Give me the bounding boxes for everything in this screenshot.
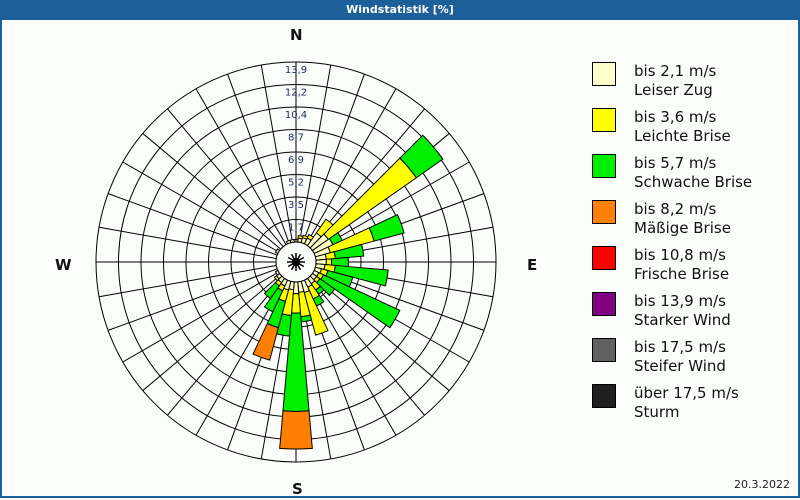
compass-west-label: W (55, 256, 72, 274)
compass-north-label: N (290, 26, 303, 44)
wind-sector-wedge (273, 275, 280, 282)
grid-spoke (305, 279, 397, 436)
wind-sector-wedge (263, 287, 284, 313)
wind-sector-wedge (368, 214, 405, 242)
wind-sector-wedge (263, 281, 281, 300)
legend-swatch-icon (592, 338, 616, 362)
grid-spoke (107, 268, 278, 331)
wind-sector-wedge (320, 274, 401, 329)
grid-spoke (298, 64, 332, 243)
legend-range: bis 3,6 m/s (634, 108, 717, 126)
radial-tick-label: 5,2 (288, 178, 304, 189)
legend-label: Leiser Zug (634, 81, 713, 99)
radial-tick-label: 12,2 (285, 88, 307, 99)
legend-swatch-icon (592, 246, 616, 270)
wind-sector-wedge (325, 258, 333, 266)
wind-rose-chart: 1,7 3,5 5,2 6,9 8,7 10,4 12,2 13,9 (95, 61, 497, 463)
grid-spoke (308, 276, 425, 416)
grid-spoke (310, 274, 450, 391)
radial-tick-label: 1,7 (288, 223, 304, 234)
grid-spoke (260, 64, 294, 243)
legend-range: bis 10,8 m/s (634, 246, 726, 264)
radial-tick-label: 13,9 (285, 65, 307, 76)
grid-spoke (122, 161, 279, 253)
compass-east-label: E (527, 256, 538, 274)
legend-swatch-icon (592, 384, 616, 408)
radial-tick-label: 3,5 (288, 200, 304, 211)
window-title: Windstatistik [%] (346, 3, 454, 16)
wind-sector-wedge (300, 314, 313, 323)
grid-spoke (305, 88, 397, 245)
radial-tick-label: 10,4 (285, 110, 307, 121)
grid-spoke (98, 264, 277, 298)
legend-label: Steifer Wind (634, 357, 726, 375)
legend-label: Sturm (634, 403, 680, 421)
radial-tick-label: 6,9 (288, 155, 304, 166)
legend-swatch-icon (592, 154, 616, 178)
legend-label: Leichte Brise (634, 127, 731, 145)
legend-range: über 17,5 m/s (634, 384, 739, 402)
legend-swatch-icon (592, 292, 616, 316)
grid-spoke (142, 274, 282, 391)
grid-spoke (195, 88, 287, 245)
grid-spoke (98, 226, 277, 260)
wind-sector-wedge (315, 277, 336, 297)
wind-sector-wedge (399, 134, 444, 179)
legend-range: bis 17,5 m/s (634, 338, 726, 356)
legend-label: Mäßige Brise (634, 219, 731, 237)
radial-tick-label: 8,7 (288, 133, 304, 144)
wind-sector-wedge (303, 290, 329, 336)
legend-label: Frische Brise (634, 265, 730, 283)
grid-spoke (107, 193, 278, 256)
grid-spoke (167, 276, 284, 416)
legend-label: Starker Wind (634, 311, 731, 329)
wind-sector-wedge (252, 322, 280, 361)
legend-range: bis 8,2 m/s (634, 200, 717, 218)
legend-label: Schwache Brise (634, 173, 753, 191)
date-label: 20.3.2022 (734, 478, 790, 491)
wind-sector-wedge (333, 243, 365, 260)
legend-range: bis 2,1 m/s (634, 62, 717, 80)
grid-spoke (142, 133, 282, 250)
compass-south-label: S (292, 480, 303, 498)
window-title-bar: Windstatistik [%] (0, 0, 800, 20)
chart-frame: 1,7 3,5 5,2 6,9 8,7 10,4 12,2 13,9 N E S W bis … (0, 20, 800, 498)
legend-swatch-icon (592, 62, 616, 86)
wind-sector-wedge (279, 410, 313, 450)
legend-swatch-icon (592, 108, 616, 132)
legend-swatch-icon (592, 200, 616, 224)
legend-range: bis 13,9 m/s (634, 292, 726, 310)
wind-sector-wedge (333, 264, 389, 287)
grid-spoke (122, 271, 279, 363)
grid-spoke (302, 73, 365, 244)
grid-spoke (167, 108, 284, 248)
legend-range: bis 5,7 m/s (634, 154, 717, 172)
grid-spoke (227, 73, 290, 244)
